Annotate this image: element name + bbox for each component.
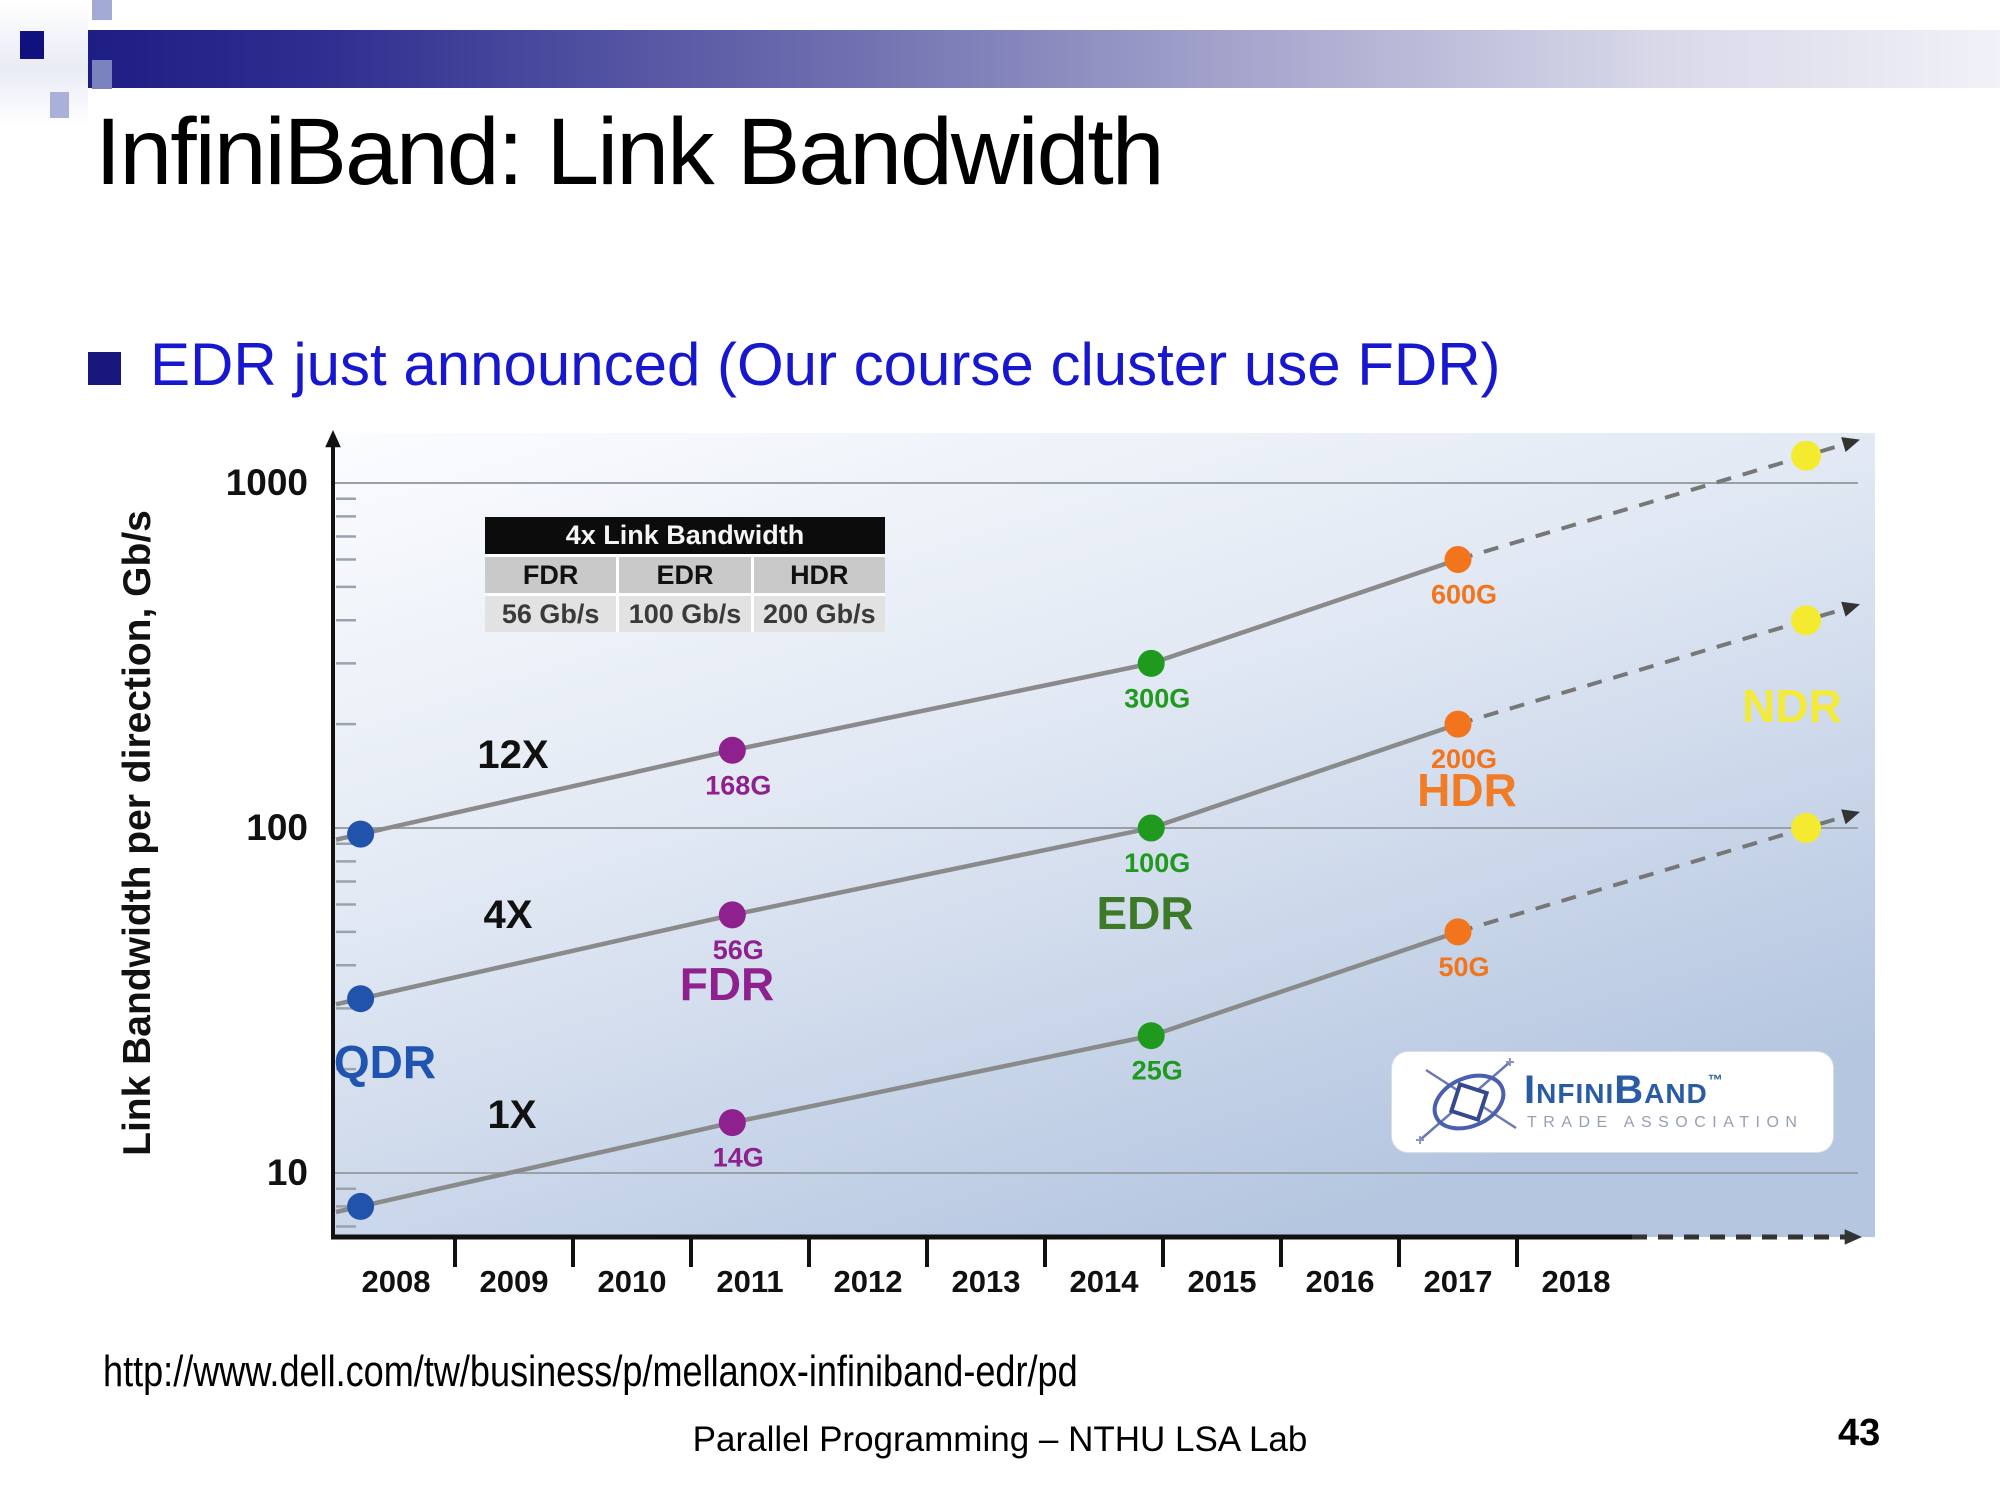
axes [325,430,1862,1245]
annotation-NDR: NDR [1742,680,1842,732]
point-label-14G: 14G [713,1143,764,1173]
bandwidth-table-grid: FDR EDR HDR 56 Gb/s 100 Gb/s 200 Gb/s [485,554,885,632]
annotation-EDR: EDR [1096,887,1193,939]
data-point-12X-QDR [347,820,375,848]
projection-arrow-1X [1841,809,1860,825]
data-point-4X-EDR [1137,814,1165,842]
x-axis-ticks: 2008 2009 2010 2011 2012 2013 2014 2015 2016 2017… [362,1239,1611,1299]
point-label-100G: 100G [1124,848,1190,878]
data-point-12X-EDR [1137,649,1165,677]
deco-square-under [92,60,112,89]
bandwidth-table-title: 4x Link Bandwidth [485,517,885,554]
point-label-56G: 56G [713,935,764,965]
deco-square-low [50,92,69,118]
y-axis-arrow [325,430,341,448]
infiniband-logo-card: InfiniBand™ TRADE ASSOCIATION [1392,1052,1833,1152]
y-tick-label-1000: 1000 [226,462,308,503]
table-value-hdr: 200 Gb/s [753,596,885,632]
table-header-edr: EDR [619,557,751,593]
projection-arrow-4X [1841,601,1860,617]
deco-square-top [92,0,112,20]
infiniband-logo-subtitle: TRADE ASSOCIATION [1527,1114,1804,1131]
point-label-168G: 168G [705,770,771,800]
x-year-label-2011: 2011 [716,1264,783,1299]
chart-annotations: 12X 4X 1X QDR FDR EDR HDR NDR [334,680,1842,1137]
x-year-label-2013: 2013 [952,1264,1021,1299]
x-year-label-2010: 2010 [598,1264,667,1299]
banner-gradient-bar [88,30,2000,88]
source-url: http://www.dell.com/tw/business/p/mellan… [103,1347,1078,1396]
annotation-1X: 1X [488,1093,537,1137]
banner-left-strip [0,0,88,125]
chart-grid: 1000 100 10 [226,462,1858,1228]
projection-arrow-12X [1841,437,1860,452]
infiniband-wordmark: InfiniBand [1524,1068,1708,1112]
page-number: 43 [1838,1412,1881,1454]
annotation-4X: 4X [484,893,533,937]
series-12X: 168G 300G 600G [335,437,1860,848]
footer-course-label: Parallel Programming – NTHU LSA Lab [692,1420,1308,1459]
point-label-600G: 600G [1431,580,1497,610]
x-year-label-2015: 2015 [1188,1264,1257,1299]
x-year-label-2012: 2012 [834,1264,903,1299]
data-point-1X-EDR [1137,1022,1165,1050]
data-point-1X-HDR [1444,918,1472,946]
data-point-12X-FDR [718,736,746,764]
trademark-symbol: ™ [1707,1072,1723,1089]
data-point-1X-NDR [1791,813,1822,843]
data-point-4X-HDR [1444,710,1472,738]
y-axis-title: Link Bandwidth per direction, Gb/s [116,510,159,1156]
data-point-1X-QDR [347,1192,375,1220]
data-point-1X-FDR [718,1109,746,1137]
bullet-text: EDR just announced (Our course cluster u… [150,331,1501,398]
table-header-fdr: FDR [485,557,617,593]
bandwidth-table: 4x Link Bandwidth FDR EDR HDR 56 Gb/s 10… [485,517,885,632]
y-tick-label-100: 100 [246,807,308,848]
data-point-12X-HDR [1444,546,1472,573]
annotation-QDR: QDR [334,1036,436,1088]
infiniband-logo-name: InfiniBand™ [1524,1068,1723,1113]
page-title: InfiniBand: Link Bandwidth [95,99,1165,205]
annotation-HDR: HDR [1417,764,1517,816]
x-year-label-2009: 2009 [480,1264,549,1299]
annotation-FDR: FDR [680,958,775,1010]
x-year-label-2017: 2017 [1424,1264,1493,1299]
deco-square-navy [20,31,44,59]
bullet-square-icon [88,352,121,385]
y-tick-label-10: 10 [267,1152,308,1193]
data-point-4X-NDR [1791,605,1822,636]
infiniband-logo-icon [1416,1058,1517,1144]
x-year-label-2016: 2016 [1306,1264,1375,1299]
data-point-12X-NDR [1791,440,1822,471]
x-year-label-2018: 2018 [1542,1264,1611,1299]
series-1X: 14G 25G 50G [335,809,1860,1220]
table-header-hdr: HDR [753,557,885,593]
data-point-4X-QDR [347,985,375,1013]
point-label-300G: 300G [1124,683,1190,713]
point-label-200G: 200G [1431,744,1497,774]
x-axis-arrow [1844,1229,1862,1245]
data-point-4X-FDR [718,901,746,929]
table-value-fdr: 56 Gb/s [485,596,617,632]
table-value-edr: 100 Gb/s [619,596,751,632]
x-year-label-2014: 2014 [1070,1264,1140,1299]
point-label-25G: 25G [1132,1056,1183,1086]
x-year-label-2008: 2008 [362,1264,431,1299]
series-4X: 56G 100G 200G [335,601,1860,1013]
point-label-50G: 50G [1438,952,1489,982]
annotation-12X: 12X [477,733,548,777]
y-axis-title-group: Link Bandwidth per direction, Gb/s [116,510,159,1156]
